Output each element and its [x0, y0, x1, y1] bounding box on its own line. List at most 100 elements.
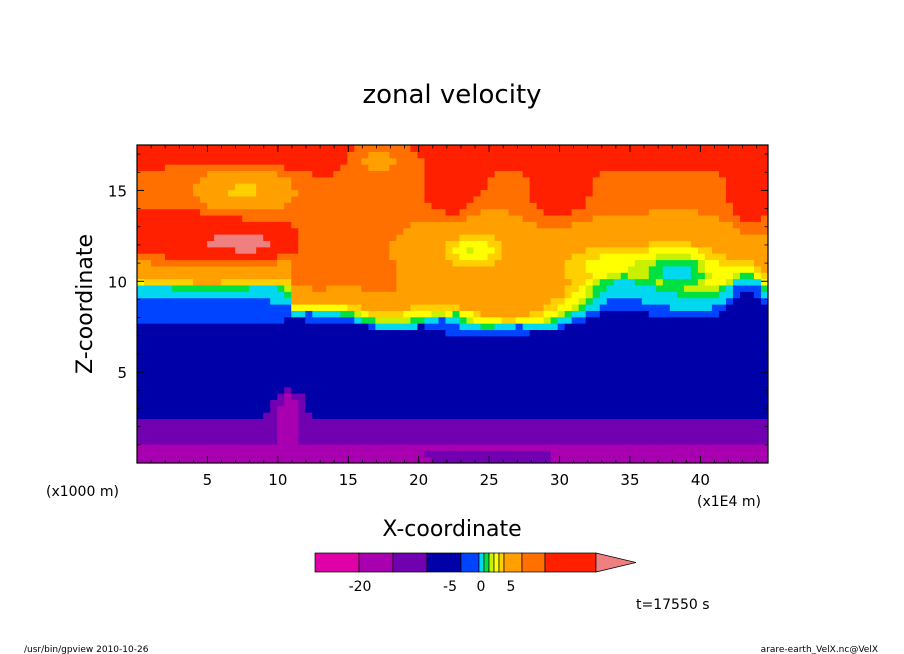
heatmap-cell — [403, 412, 412, 420]
heatmap-cell — [291, 291, 299, 299]
heatmap-cell — [284, 214, 292, 222]
heatmap-cell — [326, 259, 334, 267]
heatmap-cell — [221, 431, 229, 439]
heatmap-cell — [536, 246, 545, 254]
heatmap-cell — [473, 145, 482, 152]
heatmap-cell — [284, 437, 292, 445]
heatmap-cell — [557, 227, 566, 235]
heatmap-cell — [417, 284, 426, 292]
heatmap-cell — [676, 399, 685, 407]
heatmap-cell — [466, 354, 475, 362]
heatmap-cell — [718, 227, 727, 235]
heatmap-cell — [298, 297, 306, 305]
heatmap-cell — [501, 304, 510, 311]
heatmap-cell — [284, 195, 292, 203]
heatmap-cell — [193, 380, 201, 388]
heatmap-cell — [228, 386, 236, 394]
heatmap-cell — [599, 342, 608, 350]
heatmap-cell — [298, 418, 306, 426]
heatmap-cell — [270, 373, 278, 381]
heatmap-cell — [214, 393, 222, 400]
heatmap-cell — [305, 386, 313, 394]
heatmap-cell — [641, 316, 650, 324]
heatmap-cell — [186, 183, 194, 191]
heatmap-cell — [403, 227, 412, 235]
heatmap-cell — [599, 316, 608, 324]
heatmap-cell — [200, 195, 208, 203]
heatmap-cell — [354, 335, 362, 343]
heatmap-cell — [228, 424, 236, 432]
heatmap-cell — [396, 278, 405, 286]
heatmap-cell — [508, 176, 517, 184]
heatmap-cell — [543, 189, 552, 197]
heatmap-cell — [144, 297, 152, 305]
heatmap-cell — [508, 418, 517, 426]
heatmap-cell — [298, 189, 306, 197]
heatmap-cell — [515, 291, 524, 299]
heatmap-cell — [354, 361, 362, 369]
heatmap-cell — [634, 373, 643, 381]
heatmap-cell — [473, 272, 482, 280]
heatmap-cell — [326, 450, 334, 458]
heatmap-cell — [585, 348, 594, 356]
heatmap-cell — [445, 208, 454, 216]
heatmap-cell — [536, 151, 545, 159]
heatmap-cell — [137, 386, 145, 394]
heatmap-cell — [396, 234, 405, 241]
heatmap-cell — [221, 335, 229, 343]
heatmap-cell — [431, 354, 440, 362]
heatmap-cell — [669, 354, 678, 362]
heatmap-cell — [396, 221, 405, 229]
heatmap-cell — [403, 284, 412, 292]
heatmap-cell — [585, 284, 594, 292]
heatmap-cell — [627, 437, 636, 445]
heatmap-cell — [319, 348, 327, 356]
heatmap-cell — [354, 278, 362, 286]
heatmap-cell — [347, 176, 355, 184]
y-tick-label: 10 — [108, 273, 127, 291]
heatmap-cell — [592, 291, 601, 299]
heatmap-cell — [529, 208, 538, 216]
heatmap-cell — [459, 253, 468, 261]
heatmap-cell — [627, 354, 636, 362]
heatmap-cell — [662, 367, 671, 375]
heatmap-cell — [326, 183, 334, 191]
heatmap-cell — [704, 259, 713, 267]
heatmap-cell — [207, 284, 215, 292]
heatmap-cell — [242, 284, 250, 292]
heatmap-cell — [732, 424, 741, 432]
heatmap-cell — [333, 253, 341, 261]
heatmap-cell — [445, 456, 454, 463]
heatmap-cell — [340, 316, 348, 324]
heatmap-cell — [284, 323, 292, 331]
heatmap-cell — [165, 214, 173, 222]
heatmap-cell — [417, 145, 426, 152]
heatmap-cell — [256, 291, 264, 299]
heatmap-cell — [613, 373, 622, 381]
heatmap-cell — [599, 214, 608, 222]
heatmap-cell — [389, 456, 398, 463]
heatmap-cell — [221, 380, 229, 388]
heatmap-cell — [137, 176, 145, 184]
heatmap-cell — [585, 253, 594, 261]
heatmap-cell — [235, 323, 243, 331]
heatmap-cell — [263, 437, 271, 445]
heatmap-cell — [459, 361, 468, 369]
heatmap-cell — [599, 386, 608, 394]
heatmap-cell — [676, 329, 685, 337]
heatmap-cell — [403, 393, 412, 400]
heatmap-cell — [431, 431, 440, 439]
heatmap-cell — [207, 424, 215, 432]
heatmap-cell — [235, 380, 243, 388]
colorbar-tick-label: 5 — [507, 579, 516, 595]
heatmap-cell — [613, 342, 622, 350]
heatmap-cell — [508, 214, 517, 222]
heatmap-cell — [193, 151, 201, 159]
heatmap-cell — [690, 443, 699, 451]
heatmap-cell — [186, 310, 194, 318]
heatmap-cell — [193, 157, 201, 165]
heatmap-cell — [438, 342, 447, 350]
heatmap-cell — [340, 342, 348, 350]
heatmap-cell — [137, 195, 145, 203]
heatmap-cell — [445, 246, 454, 254]
